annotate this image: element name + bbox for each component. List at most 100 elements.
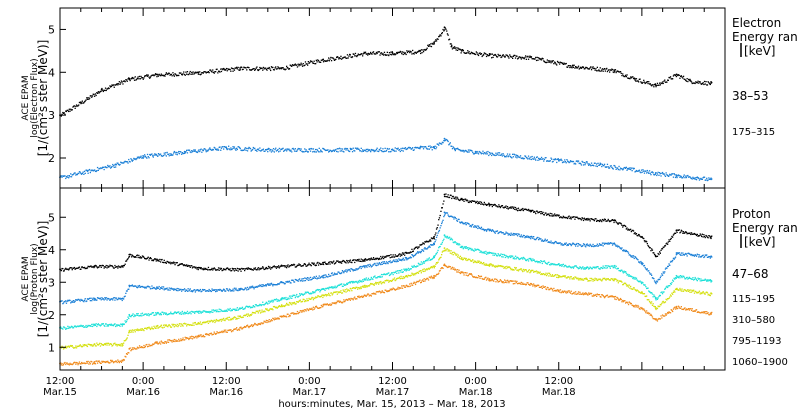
proton-data-point (462, 223, 464, 225)
proton-data-point (282, 281, 284, 284)
electron-data-point (276, 149, 278, 151)
proton-data-point (445, 235, 447, 238)
electron-data-point (568, 161, 570, 164)
proton-data-point (267, 283, 269, 285)
electron-data-point (176, 74, 178, 77)
proton-data-point (480, 251, 483, 253)
proton-data-point (110, 298, 112, 300)
proton-data-point (225, 290, 227, 292)
electron-data-point (183, 152, 186, 154)
proton-data-point (99, 342, 101, 344)
proton-data-point (419, 251, 421, 253)
proton-data-point (133, 285, 135, 288)
proton-data-point (703, 235, 706, 238)
electron-data-point (701, 83, 703, 85)
electron-data-point (615, 168, 617, 170)
electron-data-point (115, 164, 118, 166)
proton-data-point (650, 273, 652, 275)
proton-data-point (112, 266, 114, 268)
proton-data-point (540, 213, 542, 215)
electron-data-point (211, 71, 213, 73)
proton-data-point (167, 261, 170, 264)
proton-data-point (188, 265, 190, 267)
proton-data-point (474, 200, 476, 203)
electron-data-point (410, 148, 412, 150)
electron-data-point (368, 149, 370, 151)
proton-data-point (170, 311, 172, 313)
proton-data-point (432, 237, 434, 239)
proton-data-point (498, 231, 501, 233)
electron-data-point (512, 57, 514, 59)
proton-data-point (117, 343, 119, 346)
proton-value-point (363, 258, 366, 261)
electron-data-point (91, 96, 93, 98)
electron-data-point (66, 109, 68, 112)
proton-data-point (192, 290, 194, 292)
electron-data-point (379, 54, 381, 56)
proton-data-point (367, 264, 369, 266)
electron-data-point (593, 67, 596, 70)
proton-data-point (425, 259, 427, 262)
electron-data-point (682, 77, 684, 79)
electron-data-point (283, 150, 285, 152)
proton-data-point (415, 266, 417, 268)
proton-data-point (540, 211, 543, 213)
proton-data-point (274, 284, 276, 286)
proton-data-point (435, 228, 438, 230)
electron-data-point (372, 51, 374, 54)
proton-data-point (160, 287, 162, 289)
proton-data-point (477, 202, 479, 205)
proton-data-point (357, 282, 359, 284)
proton-data-point (186, 310, 189, 313)
proton-data-point (260, 267, 262, 270)
proton-data-point (374, 258, 376, 261)
electron-data-point (157, 153, 160, 155)
electron-data-point (576, 160, 578, 162)
electron-data-point (663, 173, 665, 175)
proton-data-point (475, 202, 477, 204)
proton-data-point (402, 271, 404, 273)
electron-data-point (87, 97, 89, 99)
electron-data-point (539, 58, 541, 61)
electron-data-point (222, 69, 224, 71)
electron-data-point (155, 153, 157, 156)
electron-data-point (646, 169, 648, 172)
electron-data-point (209, 147, 211, 149)
proton-data-point (159, 288, 161, 290)
proton-data-point (329, 275, 331, 277)
electron-data-point (292, 147, 294, 150)
electron-data-point (631, 170, 633, 172)
proton-data-point (286, 267, 288, 269)
electron-data-point (318, 61, 320, 63)
electron-data-point (659, 173, 661, 175)
electron-ytick-label: 4 (48, 66, 55, 79)
proton-data-point (229, 289, 231, 291)
proton-data-point (451, 216, 454, 218)
electron-data-point (493, 54, 495, 56)
electron-data-point (127, 162, 129, 164)
electron-data-point (140, 155, 142, 157)
electron-data-point (288, 68, 291, 70)
proton-data-point (251, 313, 253, 315)
electron-data-point (394, 147, 396, 149)
proton-data-point (572, 216, 574, 219)
proton-data-point (401, 271, 404, 273)
proton-data-point (146, 314, 149, 316)
proton-data-point (493, 204, 495, 206)
electron-data-point (545, 157, 547, 159)
proton-data-point (433, 256, 435, 258)
proton-value-point (197, 289, 200, 292)
proton-data-point (192, 311, 194, 313)
electron-data-point (561, 159, 563, 162)
proton-data-point (618, 222, 620, 224)
proton-data-point (502, 232, 504, 234)
proton-data-point (158, 313, 160, 315)
electron-data-point (557, 158, 559, 160)
electron-data-point (137, 157, 139, 159)
proton-data-point (213, 319, 215, 321)
proton-data-point (444, 213, 446, 215)
proton-data-point (674, 257, 676, 259)
proton-data-point (272, 300, 275, 302)
proton-data-point (125, 338, 128, 340)
electron-data-point (588, 163, 590, 165)
